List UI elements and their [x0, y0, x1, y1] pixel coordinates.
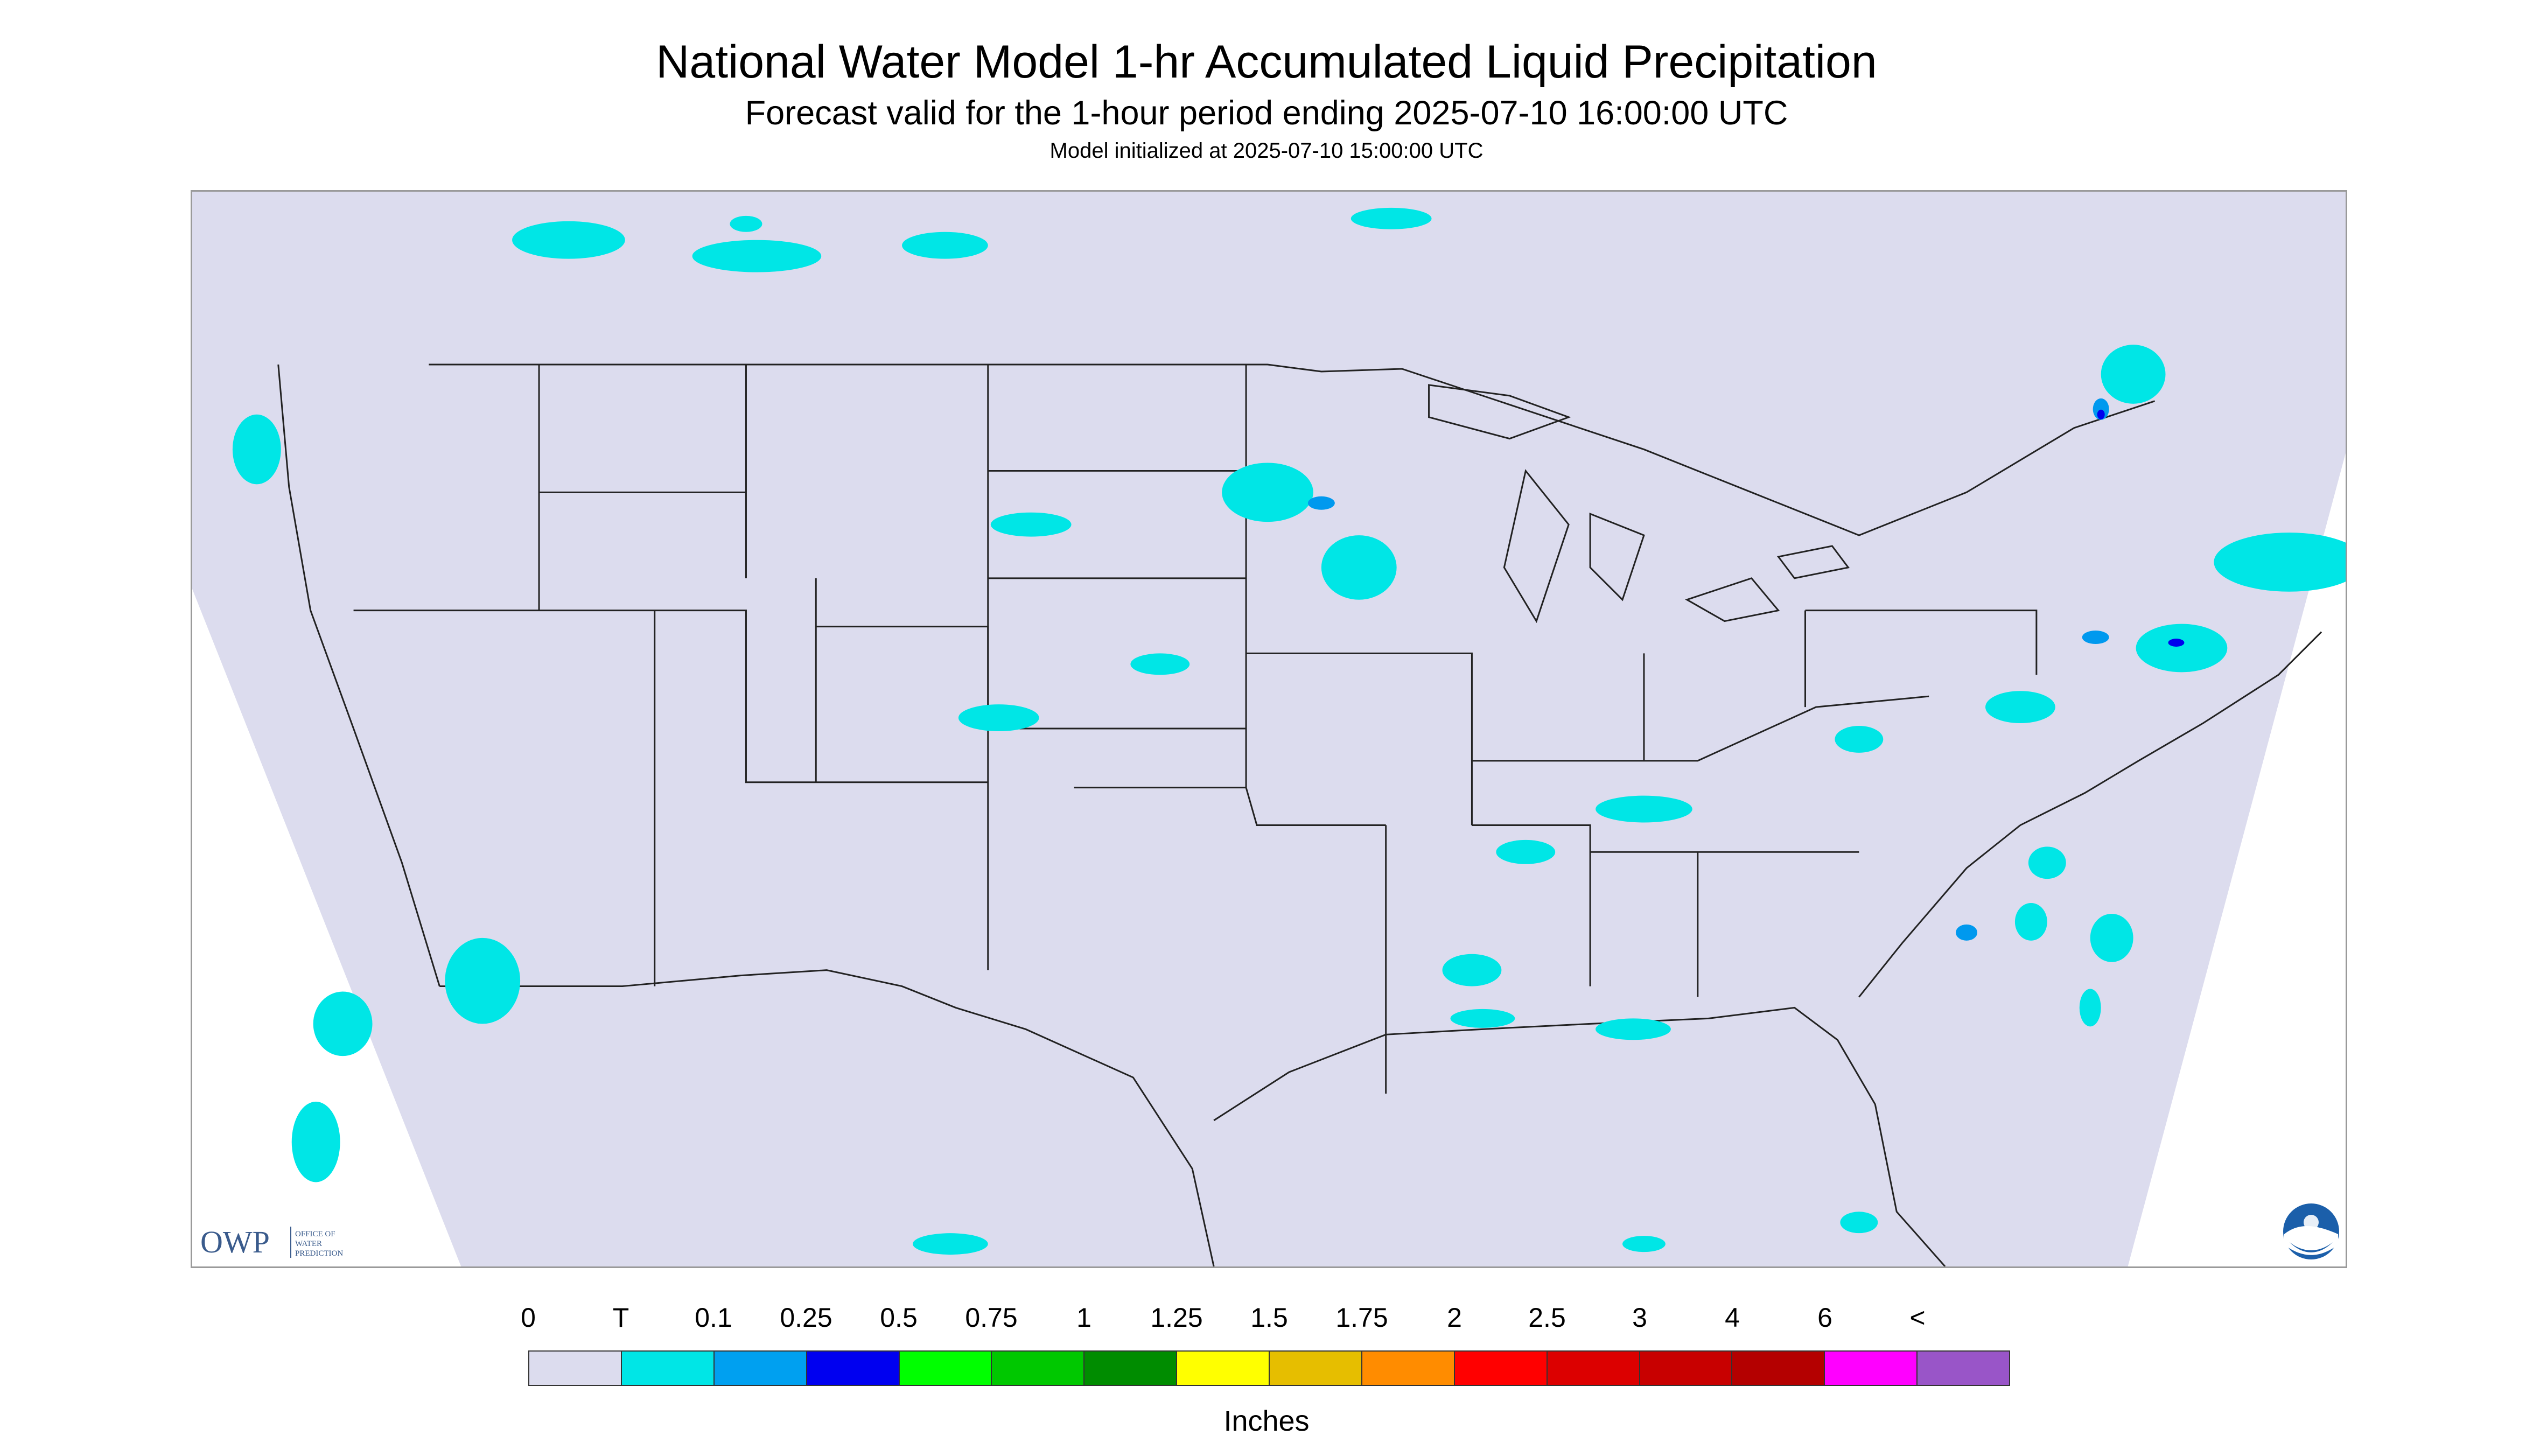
- legend-swatch: [1825, 1352, 1918, 1385]
- legend-tick-label: 0.1: [695, 1303, 732, 1333]
- precip-area: [2214, 533, 2346, 592]
- owp-logo: OWP OFFICE OF WATER PREDICTION: [200, 1219, 373, 1262]
- map-title: National Water Model 1-hr Accumulated Li…: [656, 36, 1877, 88]
- legend-swatch: [1732, 1352, 1825, 1385]
- precip-area: [2079, 989, 2101, 1027]
- border-canada-us: [429, 363, 2156, 536]
- border-us-mexico: [439, 969, 1215, 1266]
- legend-swatch: [1454, 1352, 1548, 1385]
- legend-colorbar: [528, 1350, 2010, 1386]
- state-boundaries: [277, 363, 2322, 1266]
- precip-area: [912, 1233, 988, 1255]
- legend-tick-label: 2: [1447, 1303, 1462, 1333]
- precip-area: [1321, 535, 1397, 600]
- legend-tick-label: T: [612, 1303, 629, 1333]
- precip-area: [2028, 846, 2066, 879]
- legend-swatch: [1270, 1352, 1362, 1385]
- legend-tick-label: <: [1909, 1303, 1926, 1333]
- precip-area: [1351, 207, 1432, 229]
- atlantic-coast: [1858, 631, 2322, 998]
- precip-area: [958, 704, 1039, 731]
- legend-swatch: [1084, 1352, 1178, 1385]
- precip-area: [1835, 726, 1884, 753]
- legend-tick-label: 2.5: [1528, 1303, 1566, 1333]
- precip-area: [1985, 691, 2055, 724]
- legend-tick-label: 1.25: [1150, 1303, 1203, 1333]
- precip-area: [291, 1101, 340, 1182]
- precip-area: [2093, 398, 2109, 420]
- legend-swatch: [992, 1352, 1085, 1385]
- precip-area: [2136, 624, 2228, 673]
- precip-area: [2082, 631, 2109, 644]
- precip-area: [692, 240, 822, 272]
- precip-area: [2090, 913, 2133, 962]
- legend-swatch: [899, 1352, 992, 1385]
- precip-area: [2168, 639, 2185, 647]
- precip-area: [1442, 954, 1502, 986]
- precipitation-map: [191, 190, 2347, 1268]
- legend-swatch: [714, 1352, 807, 1385]
- precip-area: [1596, 795, 1692, 823]
- precipitation-areas: [232, 207, 2346, 1255]
- state-lines-west: [353, 365, 989, 986]
- precip-area: [730, 215, 762, 232]
- legend-tick-label: 0.5: [880, 1303, 918, 1333]
- legend-tick-label: 6: [1817, 1303, 1832, 1333]
- pacific-coast: [277, 364, 440, 986]
- precip-area: [1496, 839, 1556, 864]
- legend-tick-label: 0.25: [780, 1303, 832, 1333]
- precip-area: [313, 991, 373, 1056]
- precip-area: [1840, 1212, 1878, 1234]
- legend-swatch: [807, 1352, 900, 1385]
- precip-area: [1307, 496, 1335, 510]
- legend-swatch: [1177, 1352, 1270, 1385]
- legend-tick-label: 1: [1076, 1303, 1091, 1333]
- legend-tick-label: 4: [1725, 1303, 1740, 1333]
- map-canvas: [192, 192, 2346, 1266]
- precip-area: [2097, 409, 2105, 419]
- owp-logo-text-3: PREDICTION: [295, 1249, 343, 1258]
- gulf-coast: [1213, 1006, 1946, 1266]
- legend-swatch: [621, 1352, 715, 1385]
- legend-swatch: [1362, 1352, 1455, 1385]
- legend-swatch: [1918, 1352, 2009, 1385]
- precip-area: [232, 414, 281, 485]
- legend-tick-label: 1.75: [1335, 1303, 1388, 1333]
- legend-tick-label: 1.5: [1250, 1303, 1288, 1333]
- great-lakes: [1428, 384, 1850, 624]
- owp-logo-text-1: OFFICE OF: [295, 1230, 335, 1238]
- precip-area: [902, 232, 988, 259]
- legend-swatch: [529, 1352, 622, 1385]
- precip-area: [1596, 1018, 1671, 1040]
- precip-area: [512, 221, 625, 259]
- precip-area: [1222, 463, 1313, 522]
- model-domain: [192, 192, 2346, 1266]
- precip-area: [1956, 924, 1978, 941]
- legend-swatch: [1547, 1352, 1640, 1385]
- precip-area: [1450, 1009, 1515, 1028]
- precip-area: [1130, 653, 1190, 675]
- map-subtitle: Forecast valid for the 1-hour period end…: [745, 94, 1788, 132]
- legend-tick-labels: 0 T 0.1 0.25 0.5 0.75 1 1.25 1.5 1.75 2 2.5 3 4 6 <: [512, 1302, 2073, 1345]
- noaa-logo-icon: [2282, 1202, 2341, 1261]
- model-init-text: Model initialized at 2025-07-10 15:00:00…: [1049, 139, 1484, 163]
- precip-area: [2101, 345, 2166, 404]
- legend-units: Inches: [1223, 1405, 1310, 1437]
- precip-area: [445, 937, 521, 1024]
- owp-logo-text-2: WATER: [295, 1240, 322, 1248]
- precip-area: [2014, 903, 2047, 941]
- legend-tick-label: 0: [521, 1303, 536, 1333]
- precip-area: [990, 512, 1072, 537]
- owp-logo-mark: OWP: [200, 1224, 270, 1259]
- precip-area: [1622, 1236, 1666, 1252]
- legend-tick-label: 3: [1632, 1303, 1647, 1333]
- state-lines-east: [1246, 610, 2038, 997]
- legend-tick-label: 0.75: [965, 1303, 1018, 1333]
- legend-swatch: [1640, 1352, 1733, 1385]
